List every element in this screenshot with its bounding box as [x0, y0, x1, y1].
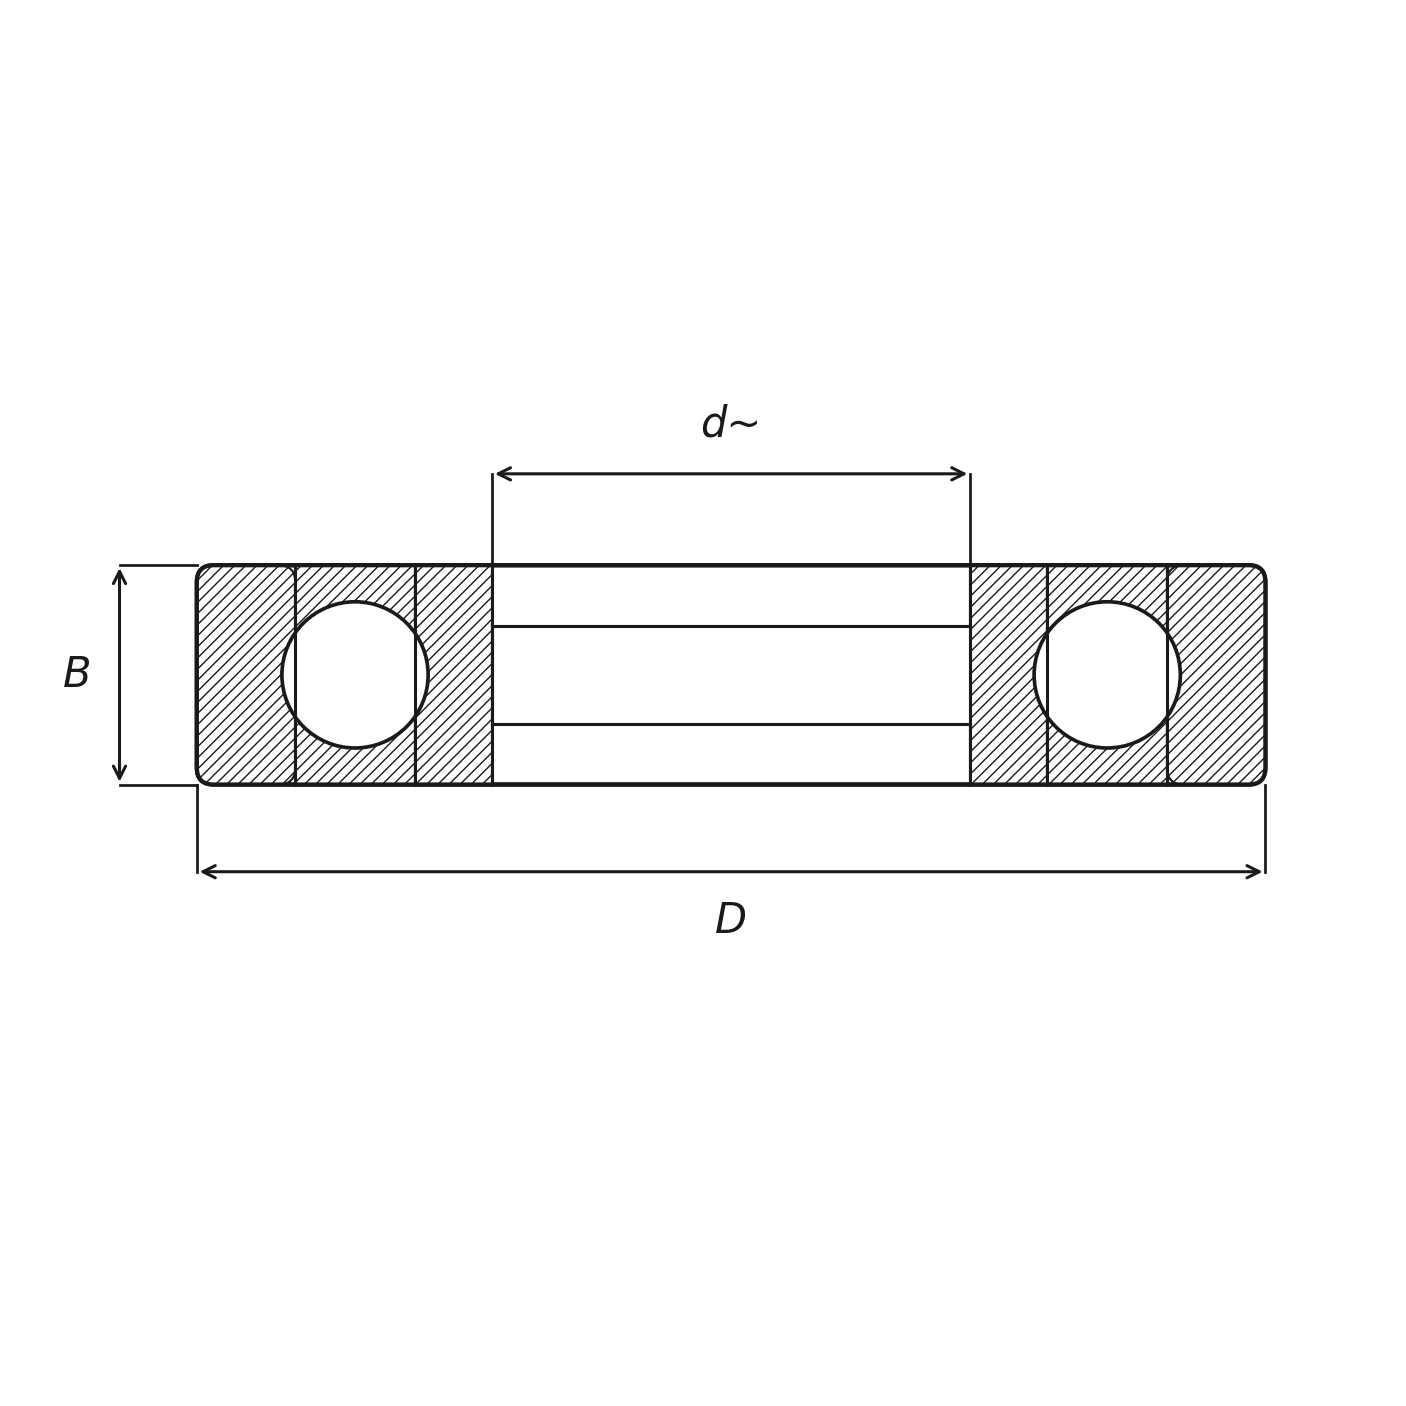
Circle shape	[1035, 602, 1181, 748]
Circle shape	[281, 602, 427, 748]
Text: d~: d~	[700, 404, 762, 446]
FancyBboxPatch shape	[197, 565, 1265, 785]
Bar	[295, 565, 415, 785]
Text: B: B	[63, 654, 91, 696]
FancyBboxPatch shape	[197, 565, 295, 785]
Text: D: D	[716, 900, 747, 942]
Bar	[415, 565, 492, 785]
Bar	[1047, 565, 1167, 785]
FancyBboxPatch shape	[1167, 565, 1265, 785]
Bar	[492, 626, 970, 724]
Bar	[970, 565, 1047, 785]
